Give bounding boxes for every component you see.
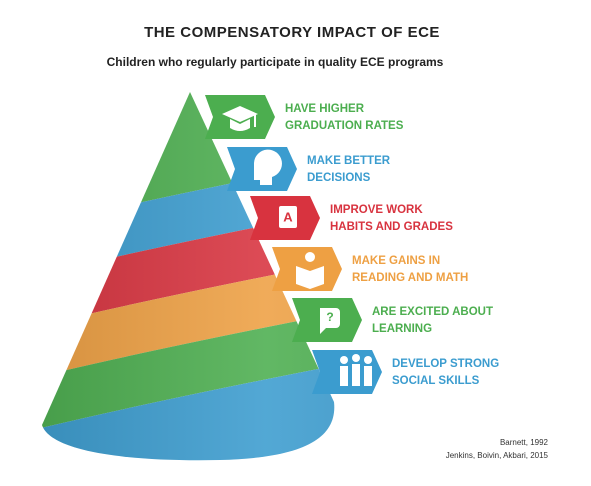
item-label: READING AND MATH [352, 272, 468, 284]
title: THE COMPENSATORY IMPACT OF ECE [144, 24, 440, 41]
item-label: IMPROVE WORK [330, 204, 423, 216]
icon-head [254, 149, 282, 185]
icon-people [352, 364, 360, 386]
icon-people [364, 356, 372, 364]
icon-cap [230, 119, 250, 131]
item-label: GRADUATION RATES [285, 120, 404, 132]
subtitle: Children who regularly participate in qu… [107, 55, 444, 69]
item-label: LEARNING [372, 323, 432, 335]
icon-people [340, 366, 348, 386]
item-label: HABITS AND GRADES [330, 221, 453, 233]
item-label: HAVE HIGHER [285, 103, 365, 115]
source: Jenkins, Boivin, Akbari, 2015 [446, 451, 549, 460]
icon-question: ? [326, 310, 333, 324]
icon-people [340, 356, 348, 364]
item-label: SOCIAL SKILLS [392, 375, 480, 387]
item-label: MAKE BETTER [307, 155, 391, 167]
icon-grade: A [283, 209, 293, 224]
icon-people [364, 366, 372, 386]
icon-paper [279, 206, 297, 228]
icon-question [320, 308, 340, 334]
icon-reader [305, 252, 315, 262]
icon-reader [296, 266, 324, 289]
source: Barnett, 1992 [500, 438, 549, 447]
icon-cap [222, 106, 258, 122]
item-label: ARE EXCITED ABOUT [372, 306, 493, 318]
tab [272, 247, 342, 291]
icon-cap [254, 115, 256, 127]
icon-people [352, 354, 360, 362]
item-label: MAKE GAINS IN [352, 255, 440, 267]
icons: A ? [222, 106, 372, 386]
item-label: DECISIONS [307, 172, 371, 184]
item-label: DEVELOP STRONG [392, 358, 499, 370]
